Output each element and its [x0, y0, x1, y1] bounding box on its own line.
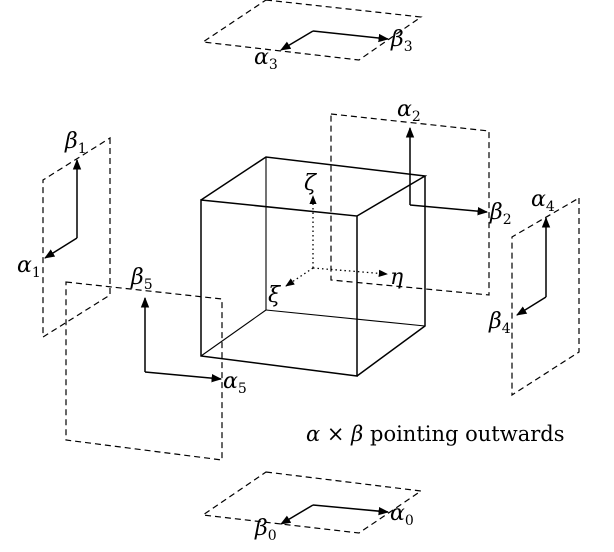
- alpha-5-label: α5: [223, 369, 247, 397]
- alpha-1-label: α1: [17, 253, 41, 281]
- face-4-right: α4 β4: [488, 187, 580, 397]
- zeta-label: ζ: [304, 171, 318, 196]
- face-3-outline: [201, 0, 423, 61]
- face-0-beta-arrow: [280, 504, 314, 525]
- alpha-0-label: α0: [390, 501, 414, 529]
- face-1-left: β1 α1: [17, 129, 111, 339]
- alpha-3-label: α3: [254, 45, 278, 73]
- face-0-alpha-arrow: [312, 504, 390, 516]
- beta-1-label: β1: [64, 129, 87, 157]
- reference-cube: ζ η ξ: [200, 156, 428, 377]
- beta-3-label: β3: [390, 27, 413, 55]
- face-0-bottom: β0 α0: [201, 471, 423, 544]
- xi-axis: [285, 267, 314, 287]
- beta-4-label: β4: [488, 309, 511, 337]
- beta-5-label: β5: [130, 265, 153, 293]
- face-1-outline: [42, 136, 111, 339]
- face-5-front: β5 α5: [65, 265, 247, 461]
- cube-right-face: [356, 176, 426, 377]
- face-4-outline: [511, 196, 580, 397]
- cube-top-face: [200, 156, 428, 217]
- cube-hidden-edge-bottom-back: [265, 309, 426, 327]
- face-2-back: α2 β2: [330, 97, 512, 296]
- eta-axis: [312, 267, 388, 277]
- alpha-4-label: α4: [531, 187, 555, 215]
- face-5-outline: [65, 281, 223, 461]
- face-5-alpha-arrow: [144, 371, 223, 383]
- face-0-outline: [201, 471, 423, 534]
- face-1-alpha-arrow: [44, 237, 78, 259]
- face-2-outline: [330, 113, 490, 296]
- face-2-beta-arrow: [409, 204, 489, 216]
- face-3-top: α3 β3: [201, 0, 423, 73]
- cube-hidden-edge-bottom-left: [200, 309, 267, 357]
- face-3-beta-arrow: [312, 30, 390, 43]
- xi-label: ξ: [268, 283, 282, 308]
- face-3-alpha-arrow: [280, 30, 314, 51]
- alpha-2-label: α2: [397, 97, 421, 125]
- beta-0-label: β0: [254, 516, 277, 544]
- face-4-beta-arrow: [516, 296, 547, 316]
- eta-label: η: [390, 265, 403, 290]
- beta-2-label: β2: [489, 200, 512, 228]
- orientation-caption: α × β pointing outwards: [306, 422, 565, 446]
